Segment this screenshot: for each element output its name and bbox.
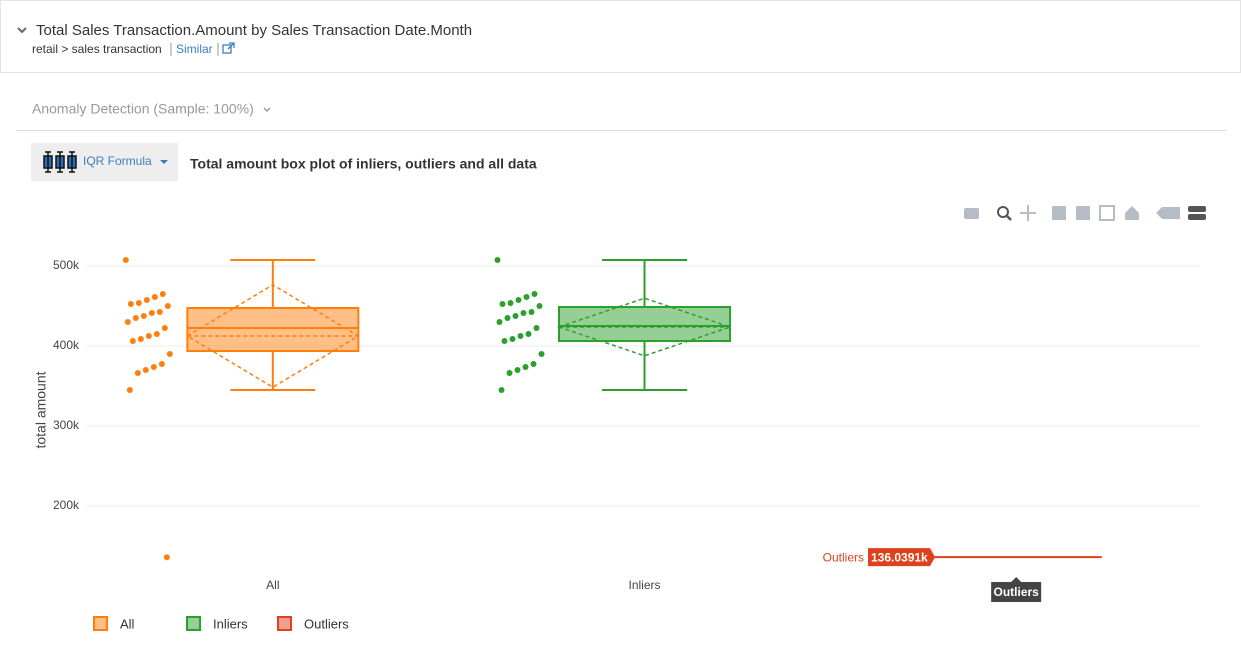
data-point — [520, 310, 527, 316]
data-point — [140, 313, 147, 319]
data-point — [158, 361, 165, 367]
data-point — [150, 364, 157, 370]
x-tick-label: Inliers — [628, 578, 660, 592]
box — [558, 306, 731, 342]
data-point — [496, 319, 503, 325]
data-point — [122, 257, 129, 263]
y-tick-label: 400k — [53, 338, 80, 352]
breadcrumb: retail > sales transaction — [32, 42, 162, 56]
sd-diamond — [185, 283, 360, 389]
hover-value: 136.0391k — [871, 550, 928, 564]
data-point — [507, 300, 514, 306]
x-tooltip-label: Outliers — [993, 585, 1039, 599]
data-point — [124, 319, 131, 325]
box-icon — [43, 151, 77, 173]
data-point — [166, 351, 173, 357]
hover-label-box — [868, 548, 935, 567]
x-tooltip — [991, 577, 1042, 602]
data-point — [499, 301, 506, 307]
similar-link[interactable]: Similar — [176, 42, 213, 56]
data-point — [514, 367, 521, 373]
y-tick-label: 300k — [53, 418, 80, 432]
legend-label: All — [120, 616, 135, 631]
y-axis-title: total amount — [33, 371, 49, 448]
data-point — [132, 315, 139, 321]
header-panel — [0, 0, 1241, 73]
data-point — [522, 364, 529, 370]
data-point — [126, 387, 133, 393]
data-point — [151, 294, 158, 300]
data-point — [536, 303, 543, 309]
y-tick-label: 500k — [53, 258, 80, 272]
data-point — [159, 291, 166, 297]
dropdown-caret — [263, 107, 271, 113]
modebar[interactable] — [964, 205, 1206, 221]
data-point — [506, 370, 513, 376]
data-point — [525, 331, 532, 337]
data-point — [137, 336, 144, 342]
plot: 200k 300k 400k 500k 136.0391k Outliers All Inli… — [53, 257, 1200, 631]
data-point — [538, 351, 545, 357]
analysis-dropdown[interactable]: Anomaly Detection (Sample: 100%) — [32, 101, 254, 117]
data-point — [523, 294, 530, 300]
data-point — [517, 333, 524, 339]
box — [186, 307, 360, 352]
legend-swatch — [277, 616, 292, 631]
data-point — [135, 300, 142, 306]
data-point — [531, 291, 538, 297]
data-point — [134, 370, 141, 376]
method-caret — [160, 160, 168, 164]
x-tick-label: All — [266, 578, 279, 592]
legend-swatch — [186, 616, 201, 631]
data-point — [509, 336, 516, 342]
data-point — [515, 297, 522, 303]
data-point — [501, 338, 508, 344]
method-label: IQR Formula — [83, 154, 152, 168]
data-point — [142, 367, 149, 373]
plot-title: Total amount box plot of inliers, outlie… — [190, 156, 537, 172]
data-point — [528, 309, 535, 315]
data-point — [145, 333, 152, 339]
data-point — [498, 387, 505, 393]
data-point — [512, 313, 519, 319]
data-point — [148, 310, 155, 316]
data-point — [127, 301, 134, 307]
data-point — [494, 257, 501, 263]
data-point — [504, 315, 511, 321]
data-point — [533, 325, 540, 331]
hover-name: Outliers — [823, 550, 864, 564]
data-point — [530, 361, 537, 367]
data-point — [156, 309, 163, 315]
legend-swatch — [93, 616, 108, 631]
data-point — [161, 325, 168, 331]
legend-label: Outliers — [304, 616, 349, 631]
external-link-icon[interactable] — [222, 42, 235, 54]
data-point — [153, 331, 160, 337]
data-point — [129, 338, 136, 344]
data-point — [163, 554, 170, 561]
collapse-icon[interactable] — [17, 27, 27, 34]
y-tick-label: 200k — [53, 498, 80, 512]
header-title: Total Sales Transaction.Amount by Sales … — [36, 22, 472, 39]
legend-label: Inliers — [213, 616, 248, 631]
data-point — [164, 303, 171, 309]
data-point — [143, 297, 150, 303]
